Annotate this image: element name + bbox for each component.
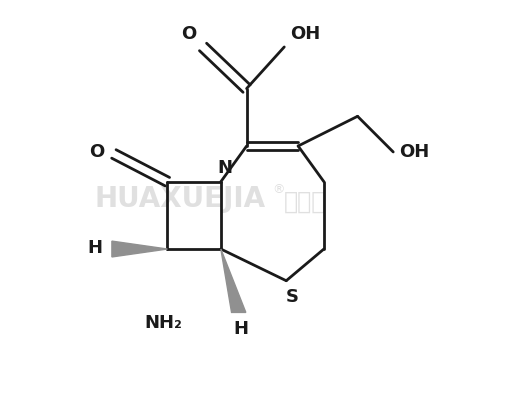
Text: NH₂: NH₂ [144,314,183,332]
Text: O: O [89,143,104,161]
Text: H: H [87,239,102,257]
Polygon shape [221,249,246,312]
Text: S: S [286,288,299,306]
Polygon shape [112,241,168,257]
Text: O: O [180,25,196,43]
Text: 化学届: 化学届 [284,190,327,213]
Text: HUAXUEJIA: HUAXUEJIA [94,186,265,213]
Text: OH: OH [290,25,321,43]
Text: OH: OH [399,143,430,161]
Text: ®: ® [272,183,285,196]
Text: H: H [233,320,248,338]
Text: N: N [217,159,232,177]
